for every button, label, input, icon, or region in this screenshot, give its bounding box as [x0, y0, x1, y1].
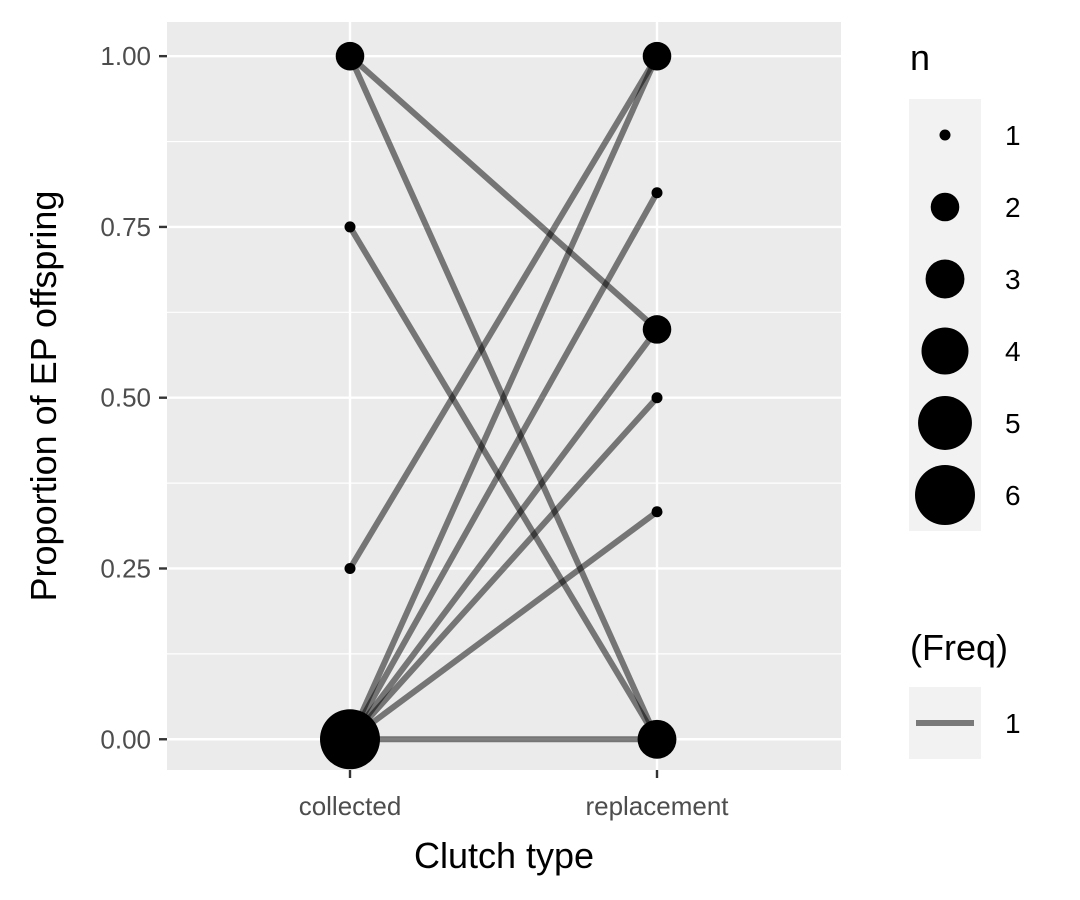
data-point: [642, 315, 672, 344]
data-point: [320, 709, 380, 770]
y-tick-label: 1.00: [100, 41, 151, 71]
x-axis: collected replacement: [299, 770, 729, 821]
legend-size-label: 5: [1005, 408, 1021, 439]
data-point: [344, 562, 356, 574]
pair-lines: [347, 53, 660, 743]
y-axis: 0.00 0.25 0.50 0.75 1.00: [100, 41, 167, 754]
legend-size-label: 4: [1005, 336, 1021, 367]
y-tick-label: 0.25: [100, 553, 151, 583]
legend-size-title: n: [910, 37, 930, 78]
legend-line: 1: [916, 708, 1021, 739]
x-tick-label: replacement: [585, 791, 729, 821]
pair-line: [348, 509, 659, 742]
pair-line: [347, 54, 660, 741]
y-tick-label: 0.00: [100, 724, 151, 754]
legend-size-key: [939, 129, 951, 141]
legend-size-key: [925, 259, 965, 299]
data-point: [335, 41, 365, 71]
legend-line-title: (Freq): [910, 627, 1008, 668]
y-tick-label: 0.50: [100, 383, 151, 413]
data-point: [651, 187, 663, 199]
legend-size-key: [915, 465, 975, 525]
pair-line: [347, 225, 660, 741]
pair-line: [347, 191, 660, 741]
legend-size: 1 2 3 4 5 6: [915, 120, 1021, 525]
data-point: [651, 506, 663, 518]
y-tick-label: 0.75: [100, 212, 151, 242]
legend-size-keys-bg: [909, 99, 981, 531]
pair-line: [347, 54, 660, 571]
data-point: [651, 392, 663, 404]
pair-line: [347, 327, 660, 742]
legend-size-key: [930, 192, 960, 222]
legend-size-label: 2: [1005, 192, 1021, 223]
legend-size-key: [918, 396, 972, 450]
legend-line-label: 1: [1005, 708, 1021, 739]
legend-size-key: [921, 327, 969, 375]
legend-size-label: 6: [1005, 480, 1021, 511]
data-point: [637, 719, 677, 759]
legend-size-label: 3: [1005, 264, 1021, 295]
data-point: [344, 221, 356, 233]
y-axis-title: Proportion of EP offspring: [23, 191, 64, 602]
x-axis-title: Clutch type: [414, 835, 594, 876]
legend-size-label: 1: [1005, 120, 1021, 151]
data-point: [642, 41, 672, 71]
pair-line: [347, 395, 660, 742]
data-points: [320, 41, 677, 770]
x-tick-label: collected: [299, 791, 402, 821]
